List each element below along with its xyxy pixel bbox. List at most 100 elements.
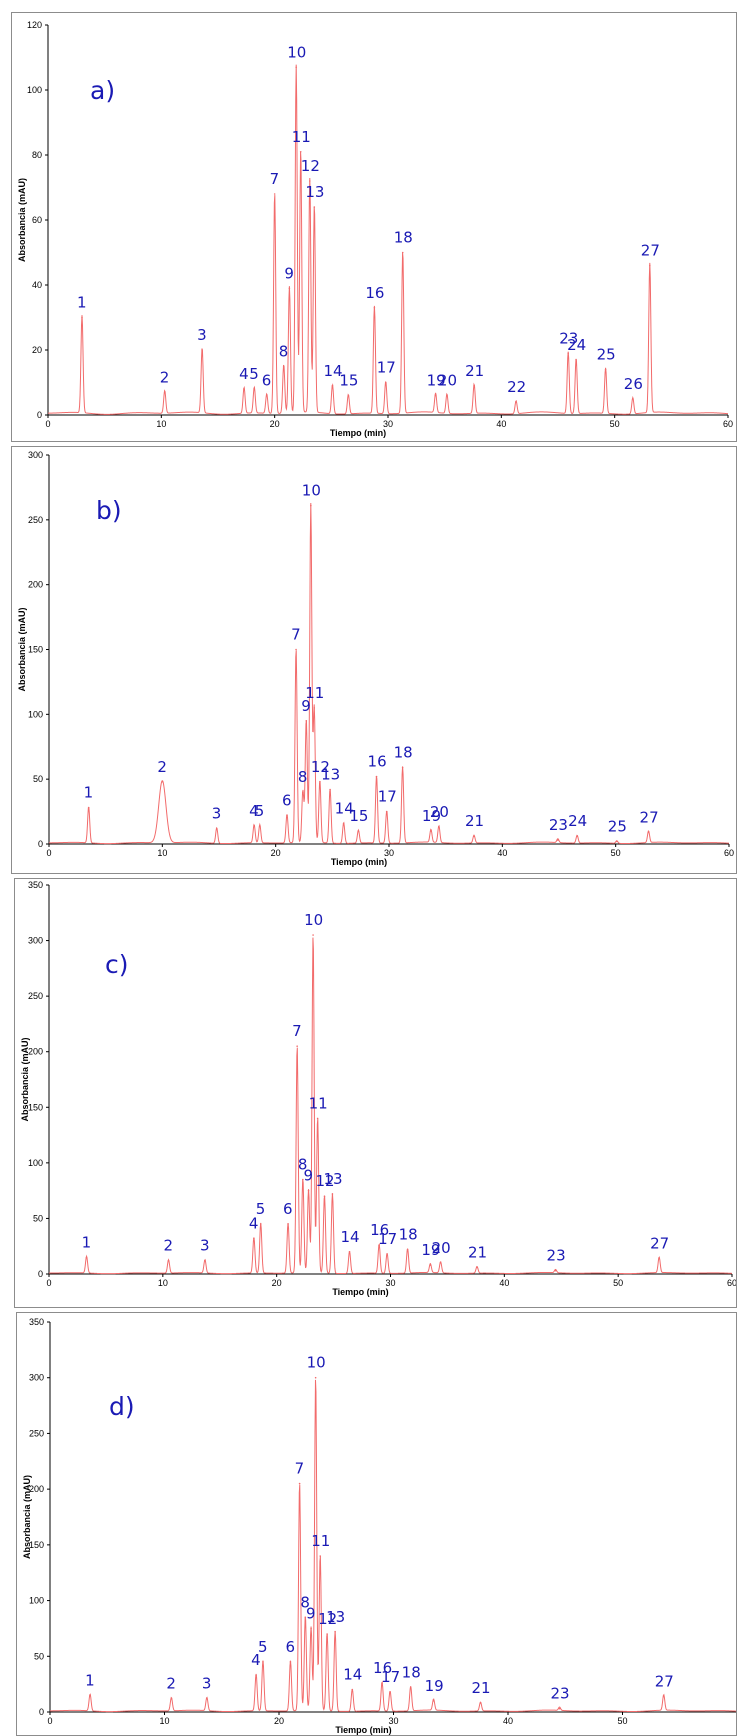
peak-apex xyxy=(473,384,475,387)
peak-label: 4 xyxy=(251,1651,261,1669)
peak-apex xyxy=(434,394,437,397)
peak-apex xyxy=(206,1697,208,1700)
y-tick-label: 20 xyxy=(32,345,42,355)
peak-apex xyxy=(515,401,517,403)
peak-label: 19 xyxy=(422,807,441,825)
peak-apex xyxy=(304,1616,307,1619)
peak-label: 16 xyxy=(370,1221,389,1239)
x-tick-label: 40 xyxy=(503,1716,513,1726)
peak-label: 14 xyxy=(341,1228,360,1246)
peak-apex xyxy=(89,1694,91,1697)
peak-apex xyxy=(342,822,345,825)
peak-label: 23 xyxy=(549,816,568,834)
y-tick-label: 150 xyxy=(28,645,43,655)
peak-label: 22 xyxy=(507,378,526,396)
peak-label: 18 xyxy=(394,229,413,247)
peak-apex xyxy=(604,368,607,371)
y-tick-label: 0 xyxy=(38,839,43,849)
peak-apex xyxy=(167,1259,170,1262)
chart-svg: 0 50 100 150 200 250 300 350 0 10 20 30 40 50 60 Tiempo… xyxy=(20,880,736,1297)
peak-apex xyxy=(313,206,316,208)
panel-letter: c) xyxy=(105,950,129,979)
peak-label: 5 xyxy=(249,365,259,383)
y-tick-label: 0 xyxy=(38,1269,43,1279)
y-tick-label: 100 xyxy=(28,1158,43,1168)
peak-apex xyxy=(616,840,618,843)
peak-apex xyxy=(265,394,268,397)
x-tick-label: 20 xyxy=(271,848,281,858)
peak-apex xyxy=(302,1178,304,1181)
y-tick-label: 50 xyxy=(33,774,43,784)
peak-apex xyxy=(253,388,256,390)
peak-label: 9 xyxy=(301,697,311,715)
peak-label: 12 xyxy=(301,157,320,175)
peak-apex xyxy=(476,1266,478,1269)
y-tick-label: 300 xyxy=(28,936,43,946)
peak-label: 1 xyxy=(82,1233,92,1251)
peak-label: 13 xyxy=(305,183,324,201)
peak-apex xyxy=(259,1223,262,1225)
peak-apex xyxy=(479,1702,482,1704)
peak-apex xyxy=(314,1376,317,1379)
peak-label: 16 xyxy=(368,753,387,771)
y-tick-label: 150 xyxy=(29,1540,44,1550)
peak-apex xyxy=(87,806,90,809)
peak-apex xyxy=(329,788,331,791)
peak-label: 12 xyxy=(318,1610,337,1628)
peak-apex xyxy=(351,1688,354,1691)
peak-label: 25 xyxy=(608,817,627,835)
peak-label: 16 xyxy=(373,1659,392,1677)
peak-apex xyxy=(406,1248,409,1251)
peak-label: 27 xyxy=(655,1672,674,1690)
peak-apex xyxy=(567,352,569,355)
y-axis-title: Absorbancia (mAU) xyxy=(22,1475,32,1559)
x-axis-title: Tiempo (min) xyxy=(332,1287,388,1297)
peak-label: 27 xyxy=(641,242,660,260)
peak-label: 6 xyxy=(285,1638,295,1656)
peak-apex xyxy=(430,830,432,832)
x-tick-label: 50 xyxy=(611,848,621,858)
peak-label: 16 xyxy=(365,284,384,302)
peak-label: 23 xyxy=(559,329,578,347)
peak-label: 24 xyxy=(567,336,586,354)
peak-apex xyxy=(215,827,218,830)
y-tick-label: 50 xyxy=(33,1213,43,1223)
peak-label: 1 xyxy=(85,1671,95,1689)
peak-apex xyxy=(307,1189,310,1192)
peak-apex xyxy=(312,934,314,936)
peak-label: 17 xyxy=(378,1230,397,1248)
chromatogram-trace xyxy=(48,64,729,415)
peak-label: 5 xyxy=(256,1200,266,1218)
peak-apex xyxy=(253,825,255,827)
peak-apex xyxy=(310,504,312,507)
peak-label: 9 xyxy=(306,1604,316,1622)
peak-label: 7 xyxy=(270,170,280,188)
peak-label: 14 xyxy=(343,1666,362,1684)
y-tick-label: 200 xyxy=(28,1047,43,1057)
x-tick-label: 50 xyxy=(617,1716,627,1726)
peak-label: 17 xyxy=(378,788,397,806)
peak-apex xyxy=(299,150,302,153)
x-tick-label: 30 xyxy=(385,1278,395,1288)
peak-apex xyxy=(439,1262,442,1264)
peak-apex xyxy=(305,720,308,722)
peak-apex xyxy=(429,1264,432,1266)
x-tick-label: 0 xyxy=(45,419,50,429)
peak-apex xyxy=(331,384,334,387)
peak-label: 17 xyxy=(377,359,396,377)
x-tick-label: 10 xyxy=(158,1278,168,1288)
peak-apex xyxy=(262,1661,264,1663)
y-axis-title: Absorbancia (mAU) xyxy=(17,178,27,262)
chromatogram-panel-c: 0 50 100 150 200 250 300 350 0 10 20 30 40 50 60 Tiempo… xyxy=(14,878,737,1308)
peak-apex xyxy=(302,791,304,793)
peak-apex xyxy=(658,1257,660,1260)
x-tick-label: 60 xyxy=(724,848,734,858)
peak-label: 8 xyxy=(298,768,308,786)
x-tick-label: 20 xyxy=(272,1278,282,1288)
peak-label: 13 xyxy=(323,1170,342,1188)
peak-apex xyxy=(409,1686,412,1689)
peak-apex xyxy=(170,1697,173,1700)
peak-apex xyxy=(201,349,203,351)
peak-apex xyxy=(647,831,650,834)
